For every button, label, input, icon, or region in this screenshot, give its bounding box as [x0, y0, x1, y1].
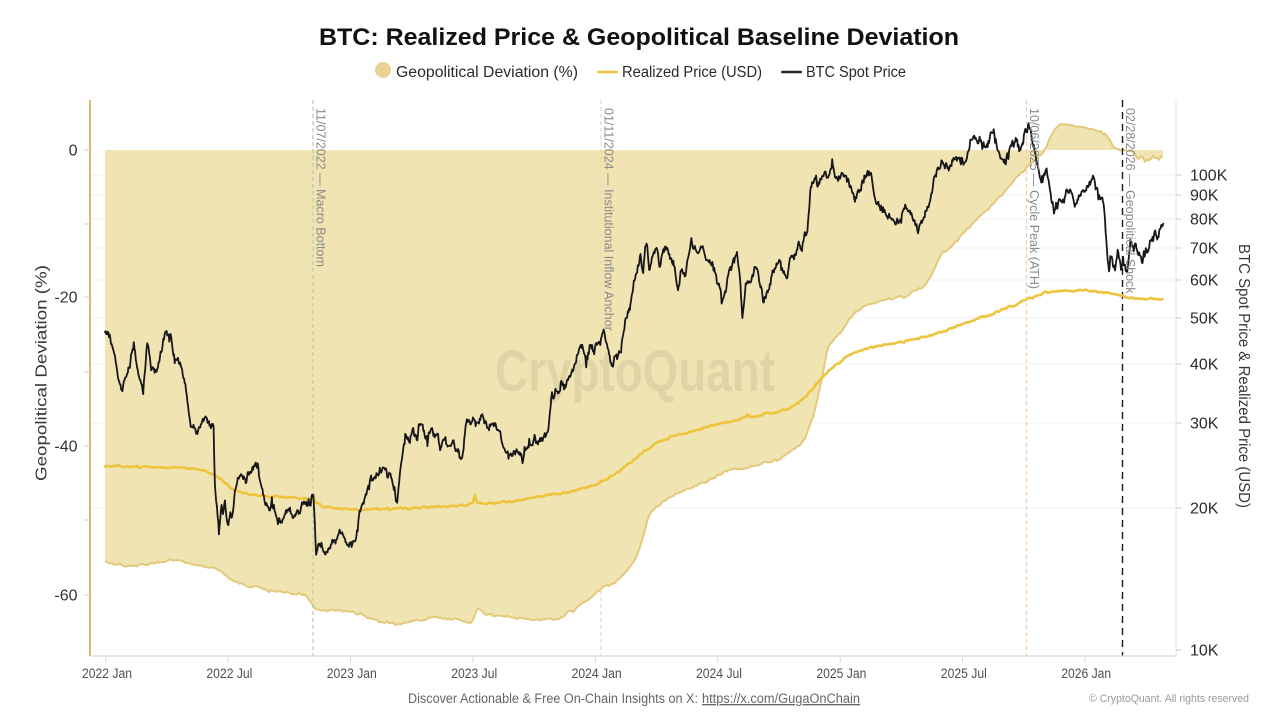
svg-text:https://x.com/GugaOnChain: https://x.com/GugaOnChain: [702, 691, 860, 706]
svg-text:2024 Jul: 2024 Jul: [696, 666, 742, 681]
svg-text:50K: 50K: [1190, 311, 1219, 328]
svg-text:20K: 20K: [1190, 501, 1219, 518]
svg-text:60K: 60K: [1190, 273, 1219, 290]
svg-text:Discover Actionable & Free On-: Discover Actionable & Free On-Chain Insi…: [408, 691, 698, 706]
svg-text:2023 Jan: 2023 Jan: [327, 666, 377, 681]
svg-text:2022 Jul: 2022 Jul: [206, 666, 252, 681]
svg-text:10K: 10K: [1190, 643, 1219, 660]
svg-text:Geopolitical Deviation (%): Geopolitical Deviation (%): [396, 64, 578, 81]
svg-text:10/06/2025 — Cycle Peak (ATH): 10/06/2025 — Cycle Peak (ATH): [1027, 108, 1041, 289]
svg-text:BTC Spot Price & Realized Pric: BTC Spot Price & Realized Price (USD): [1235, 244, 1252, 508]
svg-text:© CryptoQuant. All rights rese: © CryptoQuant. All rights reserved: [1089, 693, 1249, 705]
svg-text:90K: 90K: [1190, 188, 1219, 205]
svg-text:CryptoQuant: CryptoQuant: [495, 339, 775, 404]
svg-text:0: 0: [69, 143, 78, 160]
svg-text:2025 Jan: 2025 Jan: [816, 666, 866, 681]
svg-text:BTC Spot Price: BTC Spot Price: [806, 64, 906, 81]
svg-text:80K: 80K: [1190, 212, 1219, 229]
svg-text:11/07/2022 — Macro Bottom: 11/07/2022 — Macro Bottom: [314, 108, 328, 267]
svg-text:40K: 40K: [1190, 357, 1219, 374]
svg-text:30K: 30K: [1190, 416, 1219, 433]
svg-text:BTC: Realized Price & Geopolit: BTC: Realized Price & Geopolitical Basel…: [319, 24, 959, 51]
svg-text:02/28/2026 — Geopolitical Shoc: 02/28/2026 — Geopolitical Shock: [1123, 108, 1137, 294]
svg-text:2026 Jan: 2026 Jan: [1061, 666, 1111, 681]
svg-text:-40: -40: [54, 439, 77, 456]
svg-text:2024 Jan: 2024 Jan: [572, 666, 622, 681]
svg-text:-60: -60: [54, 588, 77, 605]
svg-text:2023 Jul: 2023 Jul: [451, 666, 497, 681]
svg-text:2025 Jul: 2025 Jul: [941, 666, 987, 681]
svg-text:70K: 70K: [1190, 241, 1219, 258]
svg-text:100K: 100K: [1190, 168, 1228, 185]
svg-text:01/11/2024 — Institutional Inf: 01/11/2024 — Institutional Inflow Anchor: [602, 108, 616, 331]
svg-text:2022 Jan: 2022 Jan: [82, 666, 132, 681]
svg-text:Realized Price (USD): Realized Price (USD): [622, 64, 762, 81]
svg-text:Geopolitical Deviation (%): Geopolitical Deviation (%): [34, 265, 51, 481]
svg-text:-20: -20: [54, 290, 77, 307]
